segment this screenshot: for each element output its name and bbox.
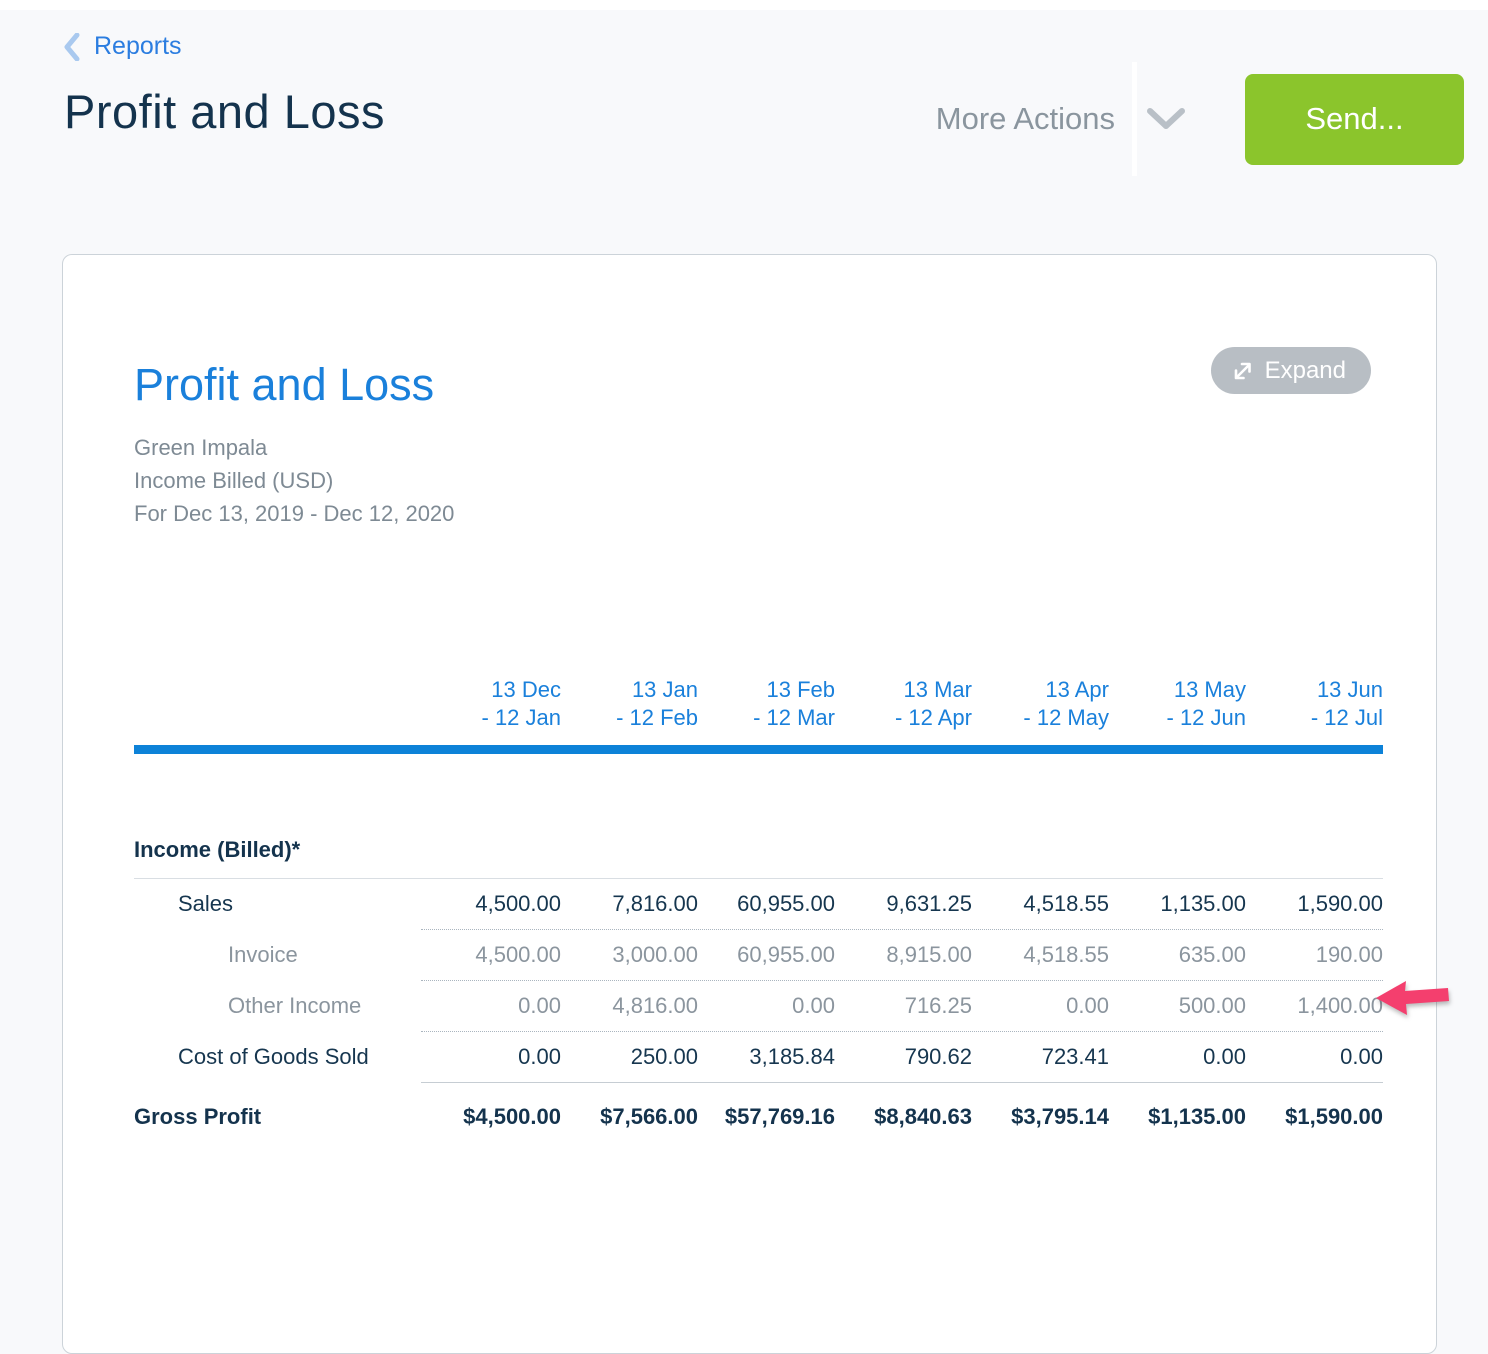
window-top-strip	[0, 0, 1488, 10]
row-value: $3,795.14	[1011, 1104, 1109, 1129]
profit-loss-table: 13 Dec - 12 Jan 13 Jan - 12 Feb 13 Feb - 12…	[134, 676, 1383, 1151]
row-label: Cost of Goods Sold	[178, 1044, 369, 1069]
row-label: Other Income	[228, 993, 362, 1018]
report-card: Expand Profit and Loss Green Impala Inco…	[62, 254, 1437, 1354]
table-header-rule	[134, 745, 1383, 754]
row-label: Sales	[178, 891, 234, 916]
header-actions: More Actions Send...	[936, 62, 1464, 176]
row-value: $1,135.00	[1148, 1104, 1246, 1129]
breadcrumb-label: Reports	[94, 32, 182, 60]
row-value: $4,500.00	[463, 1104, 561, 1129]
column-header: 13 Apr - 12 May	[1023, 677, 1109, 730]
row-value-annotated: 1,400.00	[1297, 993, 1383, 1018]
row-value: 4,518.55	[1023, 942, 1109, 967]
page-title: Profit and Loss	[64, 84, 386, 138]
row-value: 0.00	[1066, 993, 1109, 1018]
row-value: 0.00	[518, 993, 561, 1018]
row-value: 500.00	[1178, 993, 1246, 1018]
row-value: 723.41	[1041, 1044, 1109, 1069]
column-header: 13 Feb - 12 Mar	[753, 677, 835, 730]
page-header: Reports Profit and Loss More Actions Sen…	[0, 10, 1488, 176]
row-divider-solid	[421, 1082, 1383, 1083]
expand-arrows-icon	[1234, 362, 1251, 379]
row-value: 4,816.00	[612, 993, 698, 1018]
column-header: 13 Jun - 12 Jul	[1310, 677, 1383, 730]
row-divider-dotted	[421, 1031, 1383, 1032]
row-value: 4,500.00	[475, 891, 561, 916]
row-value: 7,816.00	[612, 891, 698, 916]
more-actions-button[interactable]: More Actions	[936, 101, 1115, 137]
row-value: 4,518.55	[1023, 891, 1109, 916]
row-value: 716.25	[904, 993, 972, 1018]
actions-divider	[1132, 62, 1137, 176]
column-header: 13 Dec - 12 Jan	[481, 677, 562, 730]
row-value: 0.00	[1203, 1044, 1246, 1069]
section-header-income-billed: Income (Billed)*	[134, 837, 1383, 879]
row-divider-dotted	[421, 980, 1383, 981]
report-title: Profit and Loss	[134, 359, 435, 410]
send-button[interactable]: Send...	[1245, 73, 1464, 165]
row-label: Invoice	[228, 942, 298, 967]
row-value: 60,955.00	[737, 891, 835, 916]
row-value: 1,135.00	[1160, 891, 1246, 916]
table-column-headers: 13 Dec - 12 Jan 13 Jan - 12 Feb 13 Feb - 12…	[134, 676, 1384, 732]
row-label: Gross Profit	[134, 1104, 262, 1129]
row-value: 4,500.00	[475, 942, 561, 967]
row-value: 3,185.84	[749, 1044, 835, 1069]
chevron-left-icon	[64, 32, 80, 61]
row-value: 8,915.00	[886, 942, 972, 967]
report-meta: Green Impala Income Billed (USD) For Dec…	[134, 431, 1383, 530]
report-period: For Dec 13, 2019 - Dec 12, 2020	[134, 501, 455, 526]
row-value: 9,631.25	[886, 891, 972, 916]
row-value: 0.00	[1340, 1044, 1383, 1069]
more-actions-label: More Actions	[935, 101, 1115, 136]
table-row-gross-profit: Gross Profit $4,500.00 $7,566.00 $57,769…	[134, 1083, 1383, 1151]
table-row-other-income: Other Income 0.00 4,816.00 0.00 716.25 0…	[134, 981, 1383, 1031]
table-row-invoice: Invoice 4,500.00 3,000.00 60,955.00 8,91…	[134, 930, 1383, 980]
row-value: 190.00	[1315, 942, 1383, 967]
breadcrumb-back-link[interactable]: Reports	[64, 32, 182, 61]
row-value: 635.00	[1178, 942, 1246, 967]
chevron-down-icon[interactable]	[1147, 107, 1185, 131]
row-value: 3,000.00	[612, 942, 698, 967]
row-value: 1,590.00	[1297, 891, 1383, 916]
column-header: 13 Jan - 12 Feb	[616, 677, 698, 730]
table-row-cost-of-goods-sold: Cost of Goods Sold 0.00 250.00 3,185.84 …	[134, 1032, 1383, 1082]
row-divider-dotted	[421, 929, 1383, 930]
row-value: 0.00	[792, 993, 835, 1018]
row-value: $57,769.16	[724, 1104, 835, 1129]
row-value: $1,590.00	[1285, 1104, 1383, 1129]
column-header: 13 Mar - 12 Apr	[894, 677, 972, 730]
row-value: 790.62	[904, 1044, 972, 1069]
row-value: 0.00	[518, 1044, 561, 1069]
column-header: 13 May - 12 Jun	[1166, 677, 1247, 730]
report-company: Green Impala	[134, 435, 268, 460]
row-value: 60,955.00	[737, 942, 835, 967]
row-value: $8,840.63	[874, 1104, 972, 1129]
row-value: 250.00	[630, 1044, 698, 1069]
table-row-sales: Sales 4,500.00 7,816.00 60,955.00 9,631.…	[134, 879, 1383, 929]
report-subtitle: Income Billed (USD)	[134, 468, 334, 493]
expand-button[interactable]: Expand	[1210, 347, 1371, 394]
expand-button-label: Expand	[1264, 356, 1346, 384]
row-value: $7,566.00	[600, 1104, 698, 1129]
